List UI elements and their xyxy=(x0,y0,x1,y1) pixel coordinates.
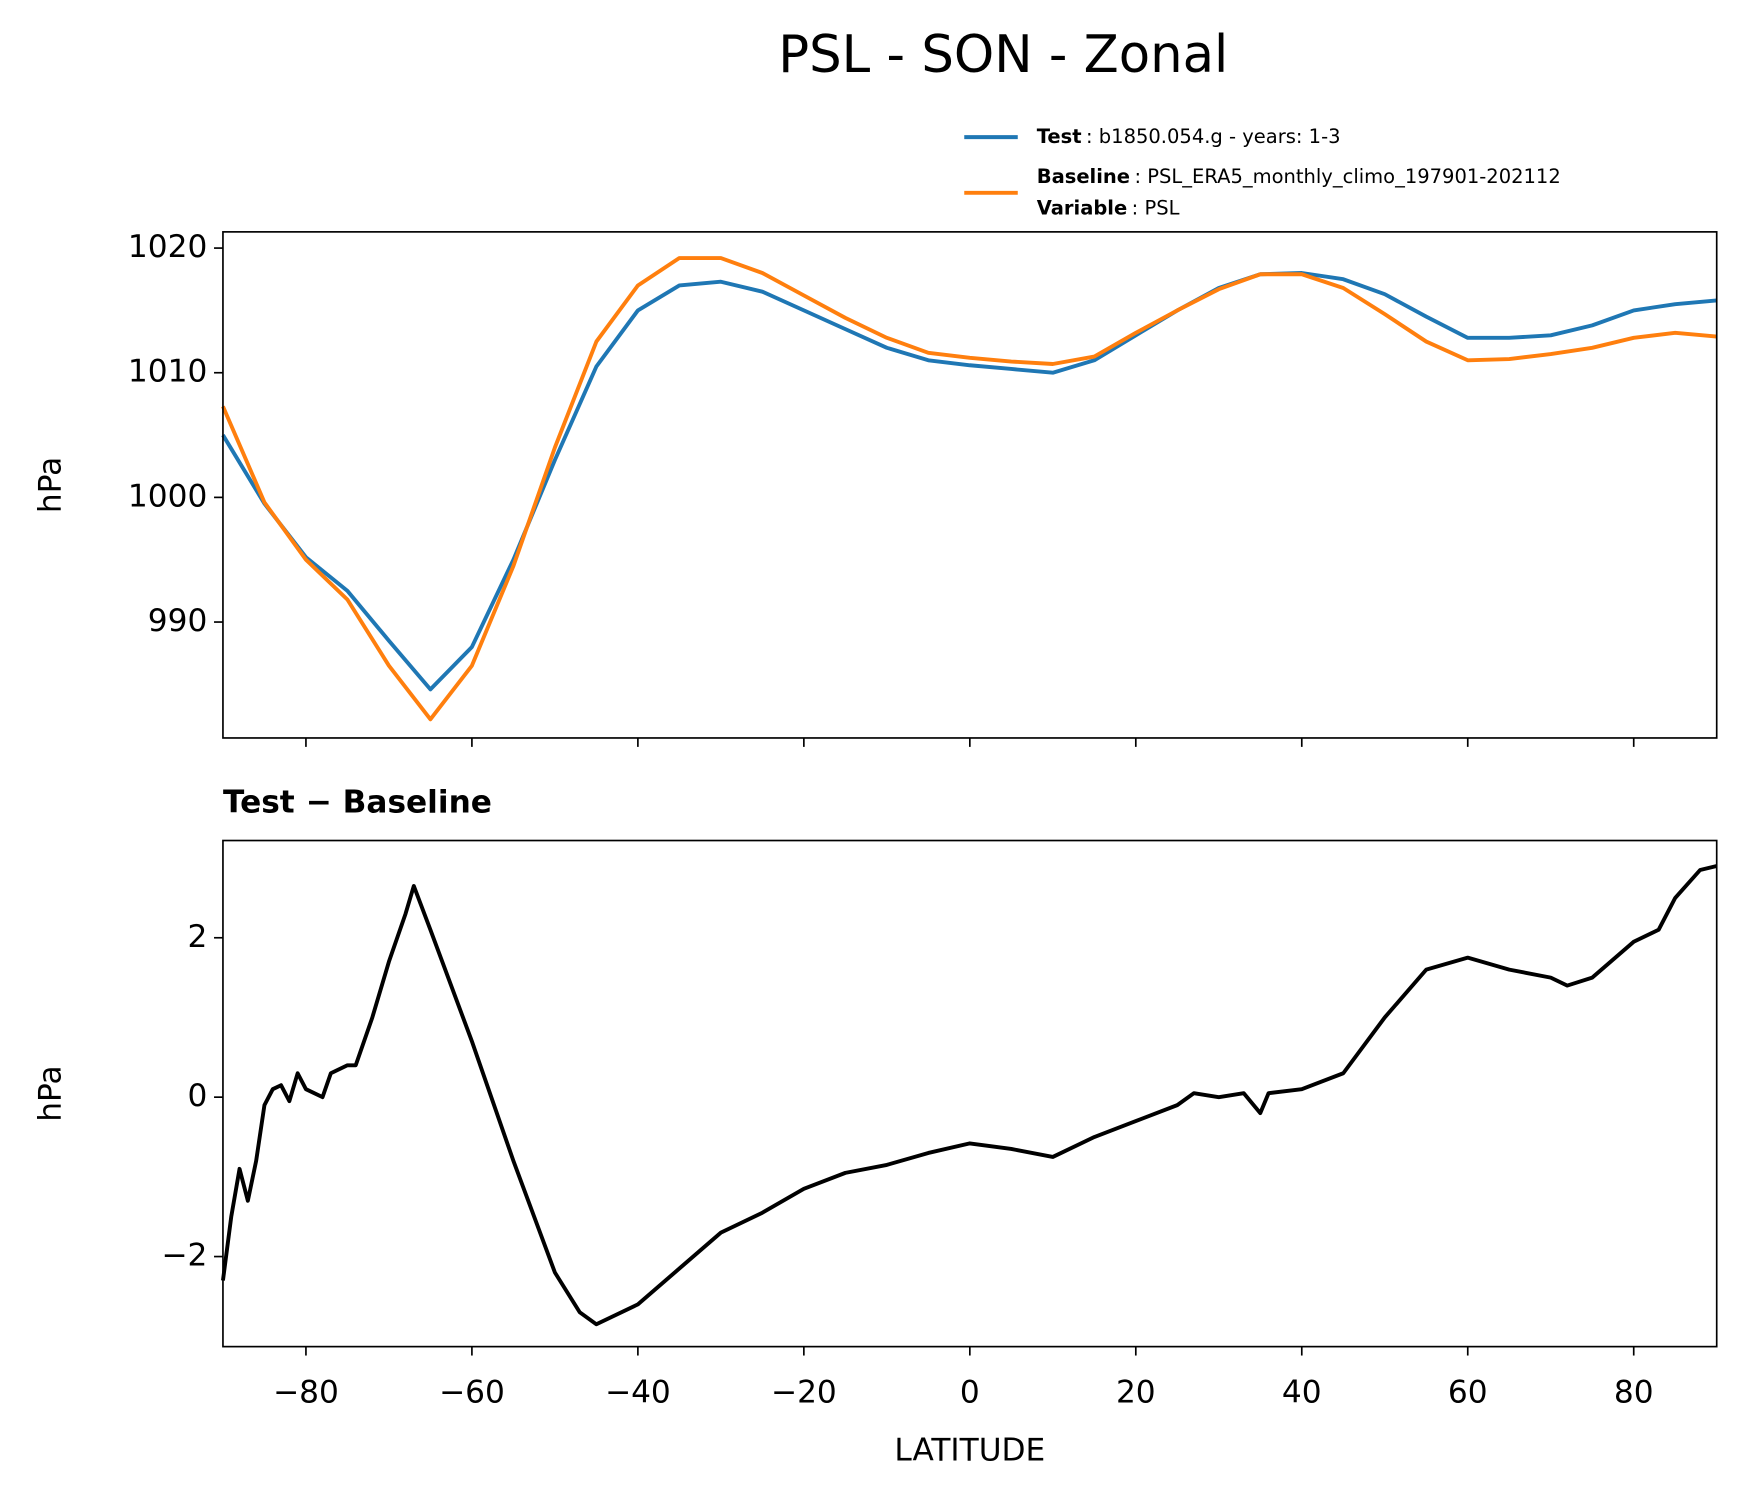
y-tick-label: 1010 xyxy=(128,354,207,390)
data-line xyxy=(221,864,1718,1327)
data-line xyxy=(221,256,1717,722)
x-tick-label: 80 xyxy=(1614,1374,1654,1410)
legend-name: Test xyxy=(1037,125,1082,148)
x-tick-label: −20 xyxy=(771,1374,837,1410)
legend-detail: : PSL_ERA5_monthly_climo_197901-202112 xyxy=(1135,165,1561,188)
x-tick-label: −80 xyxy=(273,1374,339,1410)
y-tick-label: 2 xyxy=(187,919,207,955)
x-tick-label: 20 xyxy=(1116,1374,1156,1410)
y-axis-label: hPa xyxy=(32,457,68,513)
legend-label: Variable: PSL xyxy=(1037,196,1180,219)
axes-frame xyxy=(222,231,1718,739)
legend-detail: : b1850.054.g - years: 1-3 xyxy=(1086,125,1340,148)
y-tick-label: 1020 xyxy=(128,229,207,265)
y-tick-label: 0 xyxy=(187,1078,207,1114)
y-tick-label: 990 xyxy=(148,603,208,639)
x-tick-label: −40 xyxy=(605,1374,671,1410)
legend-name: Variable xyxy=(1037,196,1128,219)
y-tick-label: 1000 xyxy=(128,478,207,514)
legend-label: Test: b1850.054.g - years: 1-3 xyxy=(1037,125,1341,148)
figure-title: PSL - SON - Zonal xyxy=(778,25,1228,85)
y-axis-label: hPa xyxy=(32,1065,68,1121)
x-tick-label: 40 xyxy=(1282,1374,1322,1410)
x-tick-label: −60 xyxy=(439,1374,505,1410)
axes-frame xyxy=(222,839,1718,1348)
x-axis-label: LATITUDE xyxy=(894,1432,1045,1468)
legend-name: Baseline xyxy=(1037,165,1130,188)
legend-label: Baseline: PSL_ERA5_monthly_climo_197901-… xyxy=(1037,165,1561,188)
y-tick-label: −2 xyxy=(161,1238,207,1274)
x-tick-label: 0 xyxy=(960,1374,980,1410)
data-line xyxy=(221,271,1717,692)
legend-detail: : PSL xyxy=(1132,196,1180,219)
subplot-title: Test − Baseline xyxy=(223,785,492,821)
x-tick-label: 60 xyxy=(1448,1374,1488,1410)
